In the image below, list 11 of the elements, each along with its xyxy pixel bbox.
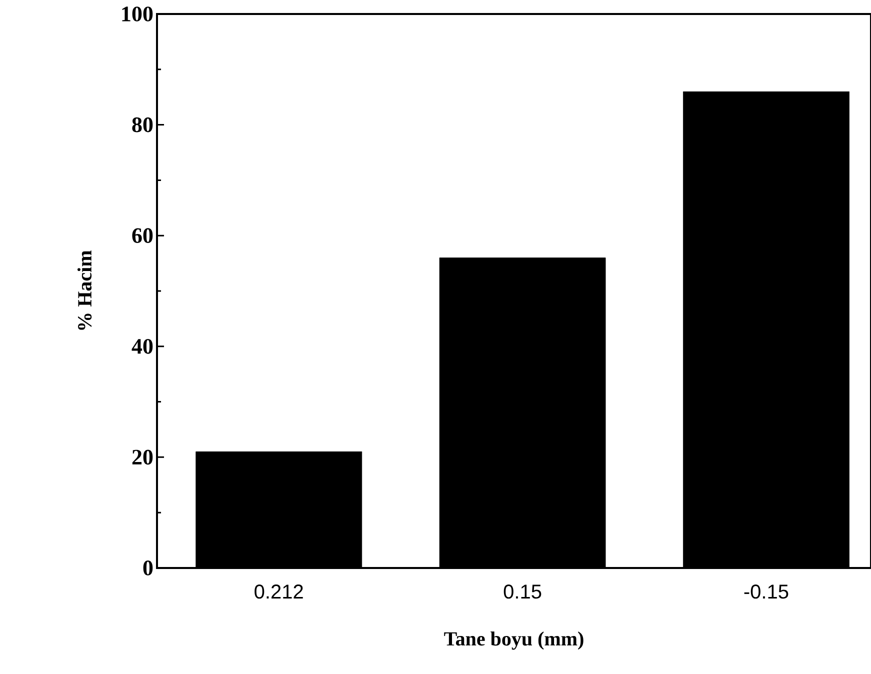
y-axis-title: % Hacim <box>77 250 92 330</box>
x-axis-title: Tane boyu (mm) <box>444 632 584 650</box>
y-tick-label: 0 <box>143 560 153 576</box>
y-tick-label: 20 <box>132 450 153 465</box>
x-tick-label: 0.15 <box>504 584 542 599</box>
y-tick-label: 40 <box>132 338 153 354</box>
y-tick-label: 80 <box>132 117 153 132</box>
y-tick-label: 100 <box>122 6 153 22</box>
y-tick-label: 60 <box>132 228 153 244</box>
x-tick-label: 0.212 <box>254 584 303 599</box>
x-tick-label: -0.15 <box>744 584 788 599</box>
